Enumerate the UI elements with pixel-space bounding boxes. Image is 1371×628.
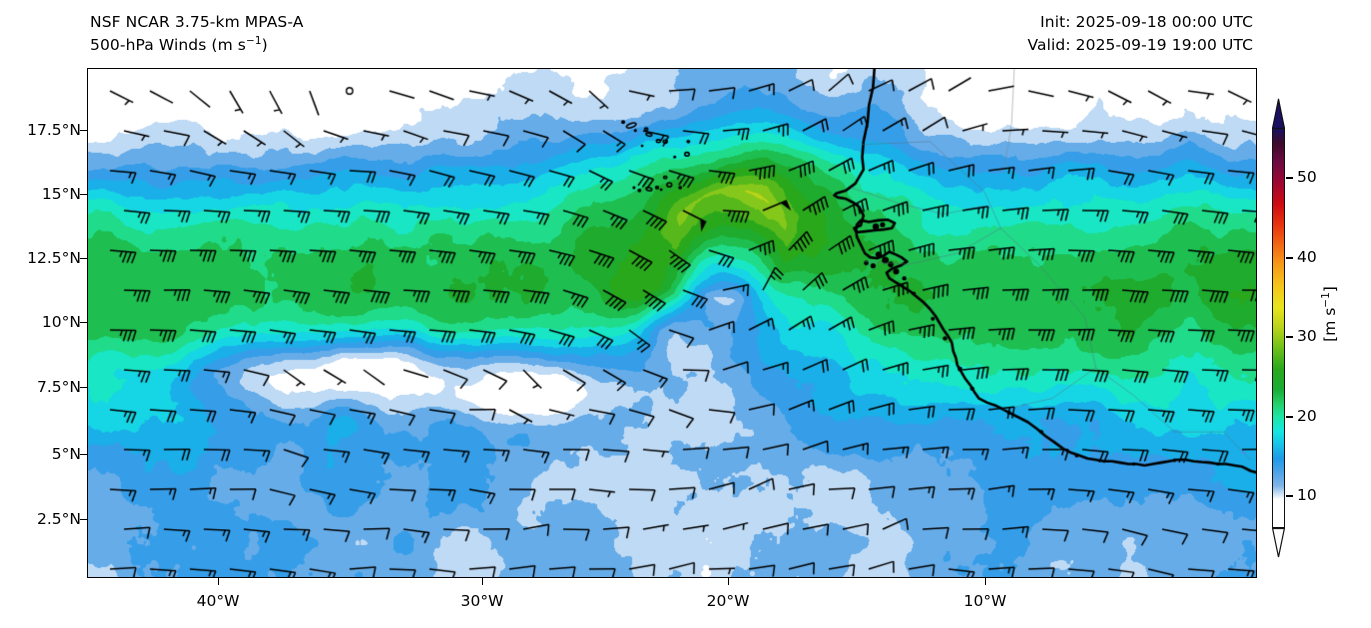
y-axis-tick-mark	[80, 519, 87, 521]
colorbar-tick-mark	[1286, 336, 1293, 338]
x-axis-tick-mark	[482, 578, 484, 585]
colorbar-tick-mark	[1286, 416, 1293, 418]
field-title-pre: 500-hPa Winds (m s	[90, 36, 246, 54]
colorbar-units-post: ]	[1321, 286, 1339, 293]
x-axis-tick-label: 40°W	[196, 592, 240, 610]
y-axis-tick-label: 5°N	[51, 445, 81, 463]
y-axis-tick-mark	[80, 258, 87, 260]
colorbar-tick-label: 10	[1297, 486, 1317, 504]
field-title: 500-hPa Winds (m s−1)	[90, 36, 268, 54]
init-time-label: Init: 2025-09-18 00:00 UTC	[1040, 13, 1253, 31]
colorbar-gradient	[1272, 128, 1285, 528]
y-axis-tick-label: 2.5°N	[37, 510, 81, 528]
y-axis-tick-label: 12.5°N	[27, 249, 81, 267]
colorbar-min-extend-outline	[1272, 528, 1285, 558]
y-axis-tick-mark	[80, 322, 87, 324]
x-axis-tick-label: 30°W	[460, 592, 504, 610]
model-title: NSF NCAR 3.75-km MPAS-A	[90, 13, 304, 31]
wind-speed-map-canvas	[88, 69, 1256, 577]
valid-time-label: Valid: 2025-09-19 19:00 UTC	[1027, 36, 1253, 54]
colorbar-tick-mark	[1286, 495, 1293, 497]
y-axis-tick-label: 17.5°N	[27, 121, 81, 139]
colorbar-tick-mark	[1286, 177, 1293, 179]
y-axis-tick-label: 15°N	[41, 185, 81, 203]
x-axis-tick-label: 20°W	[706, 592, 750, 610]
colorbar-units-pre: [m s	[1321, 307, 1339, 342]
y-axis-tick-label: 7.5°N	[37, 378, 81, 396]
colorbar-tick-label: 50	[1297, 168, 1317, 186]
x-axis-tick-mark	[728, 578, 730, 585]
y-axis-tick-mark	[80, 130, 87, 132]
map-plot-area	[87, 68, 1257, 578]
colorbar-units-label: [m s−1]	[1319, 286, 1339, 342]
field-title-post: )	[261, 36, 268, 54]
x-axis-tick-label: 10°W	[963, 592, 1007, 610]
x-axis-tick-mark	[218, 578, 220, 585]
colorbar-tick-mark	[1286, 257, 1293, 259]
field-title-exponent: −1	[245, 34, 262, 47]
y-axis-tick-mark	[80, 454, 87, 456]
colorbar: 50 40 30 20 10	[1272, 98, 1317, 558]
colorbar-max-extend-outline	[1272, 98, 1285, 129]
colorbar-units-exponent: −1	[1319, 292, 1332, 308]
y-axis-tick-label: 10°N	[41, 313, 81, 331]
colorbar-tick-label: 30	[1297, 327, 1317, 345]
y-axis-tick-mark	[80, 194, 87, 196]
y-axis-tick-mark	[80, 387, 87, 389]
colorbar-tick-label: 40	[1297, 248, 1317, 266]
x-axis-tick-mark	[985, 578, 987, 585]
colorbar-tick-label: 20	[1297, 407, 1317, 425]
